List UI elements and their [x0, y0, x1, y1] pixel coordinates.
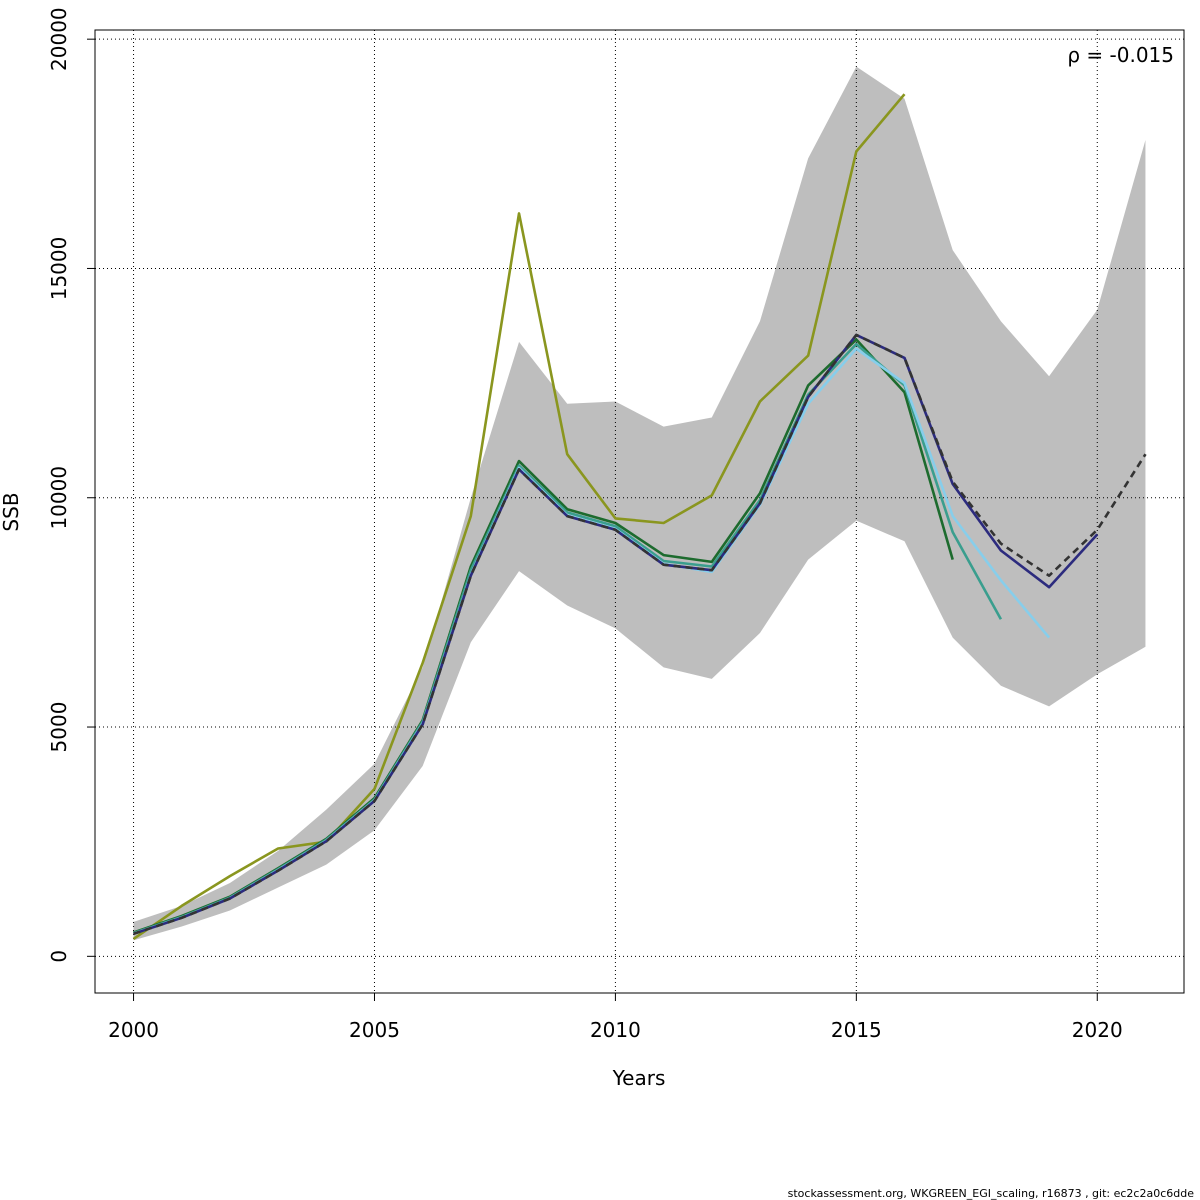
confidence-band — [133, 66, 1146, 941]
y-tick-label: 10000 — [47, 466, 71, 530]
x-tick-label: 2005 — [349, 1018, 400, 1042]
y-tick-label: 15000 — [47, 237, 71, 301]
x-tick-label: 2020 — [1072, 1018, 1123, 1042]
x-axis-label: Years — [612, 1066, 666, 1090]
axis-layer: 2000 2005 2010 2015 2020 0 5000 10000 15000 20000 — [47, 7, 1123, 1042]
x-tick-label: 2015 — [831, 1018, 882, 1042]
x-tick-label: 2000 — [108, 1018, 159, 1042]
x-tick-label: 2010 — [590, 1018, 641, 1042]
y-tick-label: 20000 — [47, 7, 71, 71]
series-line-1 — [132, 93, 906, 940]
y-tick-label: 0 — [47, 950, 71, 963]
y-tick-label: 5000 — [47, 702, 71, 753]
series-line-6 — [133, 333, 1147, 936]
series-layer — [132, 93, 1147, 940]
footer-credit: stockassessment.org, WKGREEN_EGI_scaling… — [788, 1187, 1195, 1200]
confidence-band-layer — [133, 66, 1146, 941]
plot-frame — [94, 29, 1185, 994]
rho-annotation: ρ = -0.015 — [1067, 43, 1174, 67]
y-axis-label: SSB — [0, 492, 23, 531]
grid-layer — [95, 30, 1184, 993]
